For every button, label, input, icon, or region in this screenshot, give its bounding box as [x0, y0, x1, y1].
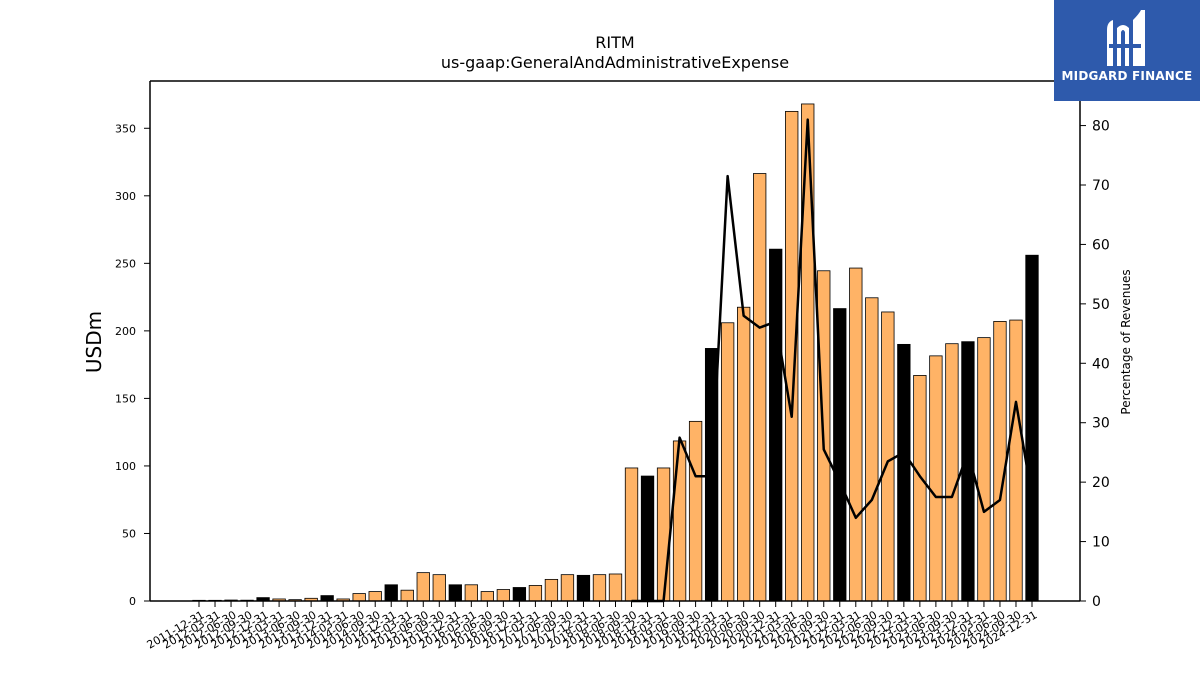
x-ticks: 2011-12-312012-03-312012-06-302012-09-30…: [145, 601, 1040, 652]
y-tick-label: 250: [115, 257, 136, 270]
bar-2020-03-31: [720, 322, 735, 602]
bar-2019-06-30: [672, 440, 687, 602]
bar-2018-06-30: [608, 573, 623, 602]
bar-2024-12-31: [1025, 254, 1039, 602]
bar-2020-12-31: [769, 248, 783, 602]
brand-name: MIDGARD FINANCE: [1061, 69, 1193, 83]
bar-2018-09-30: [624, 467, 639, 602]
y-axis-label: USDm: [82, 311, 106, 373]
right-ticks: 0 10 20 30 40 50 60 70 80: [1080, 119, 1110, 610]
bar-2016-09-30: [496, 589, 511, 602]
y-tick-label: 100: [115, 460, 136, 473]
y2-tick-label: 70: [1092, 178, 1110, 194]
midgard-logo-icon: [1107, 10, 1145, 66]
bar-2022-09-30: [881, 311, 895, 602]
y-tick-label: 50: [122, 527, 136, 540]
bar-2024-09-30: [1009, 319, 1023, 602]
y2-tick-label: 40: [1092, 356, 1110, 372]
bar-2015-12-31: [448, 584, 462, 602]
y-tick-label: 200: [115, 325, 136, 338]
y2-tick-label: 80: [1092, 119, 1110, 135]
y-tick-label: 150: [115, 392, 136, 405]
bar-2017-12-31: [576, 574, 591, 602]
bar-2023-09-30: [945, 343, 959, 602]
y2-tick-label: 0: [1092, 594, 1101, 610]
percent-line-series: [631, 118, 1034, 603]
bar-2015-06-30: [416, 572, 430, 602]
bar-2019-09-30: [688, 420, 703, 602]
y-tick-label: 350: [115, 122, 136, 135]
y-tick-label: 0: [129, 595, 136, 608]
chart-subtitle: us-gaap:GeneralAndAdministrativeExpense: [441, 53, 789, 72]
y2-tick-label: 30: [1092, 416, 1110, 432]
bar-2021-12-31: [833, 308, 847, 602]
bar-2014-12-31: [384, 584, 398, 602]
bar-2022-06-30: [865, 297, 879, 602]
bar-2023-06-30: [929, 355, 943, 602]
bar-2023-03-31: [913, 375, 927, 602]
bar-2016-12-31: [512, 587, 527, 602]
y2-tick-label: 50: [1092, 297, 1110, 313]
brand-logo: MIDGARD FINANCE: [1054, 0, 1200, 101]
bar-2014-09-30: [368, 591, 382, 602]
bar-2015-03-31: [400, 589, 414, 602]
left-ticks: 0 50 100 150 200 250 300 350: [115, 122, 150, 608]
bar-2018-03-31: [592, 574, 607, 602]
bar-2017-03-31: [528, 585, 543, 602]
bar-2015-09-30: [432, 574, 446, 602]
bar-2024-03-31: [977, 337, 991, 602]
percent-line: [631, 118, 1034, 603]
y2-tick-label: 60: [1092, 237, 1110, 253]
bar-2022-12-31: [897, 343, 911, 602]
bar-2024-06-30: [993, 321, 1007, 602]
bar-2020-09-30: [753, 173, 767, 602]
bar-2019-03-31: [656, 467, 671, 602]
y2-tick-label: 10: [1092, 535, 1110, 551]
y-tick-label: 300: [115, 190, 136, 203]
chart-title: RITM: [595, 33, 634, 52]
bar-2013-12-31: [320, 595, 334, 602]
bar-2016-03-31: [464, 584, 478, 602]
bar-2017-06-30: [544, 578, 559, 602]
bar-2017-09-30: [560, 574, 575, 602]
bar-2020-06-30: [737, 306, 751, 602]
y2-axis-label: Percentage of Revenues: [1119, 269, 1133, 414]
bar-2014-06-30: [352, 593, 366, 602]
bar-2022-03-31: [849, 267, 863, 602]
y2-tick-label: 20: [1092, 475, 1110, 491]
bar-series: [192, 103, 1039, 602]
bar-2018-12-31: [640, 475, 655, 602]
bar-2016-06-30: [480, 591, 495, 602]
